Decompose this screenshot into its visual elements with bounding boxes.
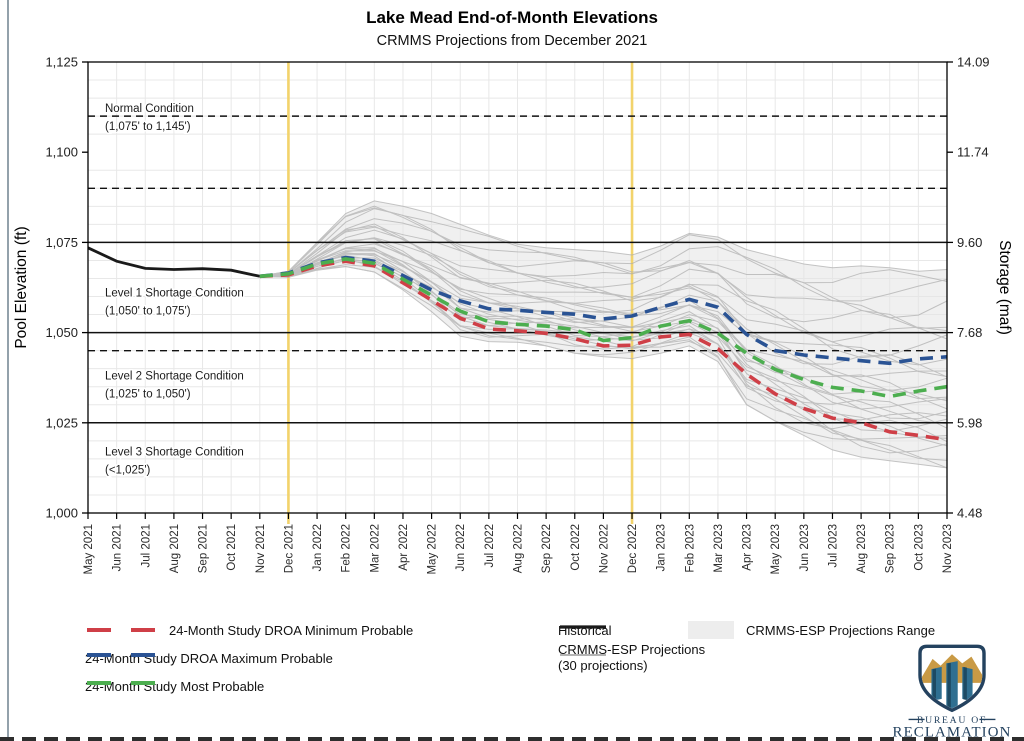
legend-item-droa-min: 24-Month Study DROA Minimum Probable xyxy=(85,620,413,640)
legend-item-esp-range: CRMMS-ESP Projections Range xyxy=(688,620,935,640)
svg-text:Sep 2022: Sep 2022 xyxy=(541,524,553,573)
svg-text:Jun 2022: Jun 2022 xyxy=(455,524,467,571)
svg-text:Jun 2021: Jun 2021 xyxy=(112,524,124,571)
y-axis-title-right: Storage (maf) xyxy=(996,240,1013,335)
range-box-swatch xyxy=(688,621,734,639)
svg-text:Level 1 Shortage Condition: Level 1 Shortage Condition xyxy=(105,288,244,300)
svg-text:Nov 2022: Nov 2022 xyxy=(598,524,610,573)
most-probable-line xyxy=(259,257,948,399)
svg-text:Oct 2023: Oct 2023 xyxy=(913,524,925,571)
svg-text:9.60: 9.60 xyxy=(957,235,982,250)
svg-text:1,075: 1,075 xyxy=(45,235,78,250)
svg-text:Apr 2022: Apr 2022 xyxy=(398,524,410,571)
legend-label: 24-Month Study DROA Minimum Probable xyxy=(169,622,414,638)
svg-text:Mar 2022: Mar 2022 xyxy=(369,524,381,573)
page-bottom-edge xyxy=(0,737,1024,741)
svg-text:11.74: 11.74 xyxy=(957,145,989,160)
svg-text:(1,025' to 1,050'): (1,025' to 1,050') xyxy=(105,389,191,401)
svg-text:Sep 2021: Sep 2021 xyxy=(198,524,210,573)
legend-item-historical: Historical xyxy=(558,620,611,640)
svg-text:May 2022: May 2022 xyxy=(427,524,439,575)
legend-label: CRMMS-ESP Projections (30 projections) xyxy=(558,641,706,673)
svg-text:Dec 2022: Dec 2022 xyxy=(627,524,639,573)
chart-subtitle: CRMMS Projections from December 2021 xyxy=(376,33,648,49)
svg-text:7.68: 7.68 xyxy=(957,325,982,340)
svg-text:4.48: 4.48 xyxy=(957,506,982,521)
svg-text:1,025: 1,025 xyxy=(45,415,78,430)
svg-text:Feb 2023: Feb 2023 xyxy=(684,524,696,573)
svg-text:(1,050' to 1,075'): (1,050' to 1,075') xyxy=(105,306,191,318)
svg-text:Normal Condition: Normal Condition xyxy=(105,103,194,115)
chart-title: Lake Mead End-of-Month Elevations xyxy=(366,8,658,27)
legend-item-most-probable: 24-Month Study Most Probable xyxy=(85,676,264,696)
page-left-edge xyxy=(7,0,9,741)
legend-item-esp-projections: CRMMS-ESP Projections (30 projections) xyxy=(558,642,705,673)
svg-text:(<1,025'): (<1,025') xyxy=(105,464,151,476)
dashed-line-swatch-red xyxy=(87,628,155,632)
svg-text:Jan 2022: Jan 2022 xyxy=(312,524,324,571)
legend-label: CRMMS-ESP Projections Range xyxy=(746,622,936,638)
svg-text:May 2023: May 2023 xyxy=(770,524,782,575)
svg-text:Aug 2022: Aug 2022 xyxy=(513,524,525,573)
thin-line-swatch-gray xyxy=(560,654,606,656)
svg-text:Oct 2022: Oct 2022 xyxy=(570,524,582,571)
svg-text:Jul 2023: Jul 2023 xyxy=(827,524,839,567)
svg-text:Sep 2023: Sep 2023 xyxy=(885,524,897,573)
y-axis-title-left: Pool Elevation (ft) xyxy=(13,226,30,348)
svg-text:Aug 2023: Aug 2023 xyxy=(856,524,868,573)
svg-text:(1,075' to 1,145'): (1,075' to 1,145') xyxy=(105,121,191,133)
svg-text:Apr 2023: Apr 2023 xyxy=(742,524,754,571)
svg-text:Jan 2023: Jan 2023 xyxy=(656,524,668,571)
svg-text:1,125: 1,125 xyxy=(45,55,78,70)
svg-text:Aug 2021: Aug 2021 xyxy=(169,524,181,573)
svg-text:Level 3 Shortage Condition: Level 3 Shortage Condition xyxy=(105,446,244,458)
svg-text:5.98: 5.98 xyxy=(957,415,982,430)
svg-text:1,000: 1,000 xyxy=(45,506,78,521)
svg-text:Oct 2021: Oct 2021 xyxy=(226,524,238,571)
legend-item-droa-max: 24-Month Study DROA Maximum Probable xyxy=(85,648,333,668)
svg-text:Jun 2023: Jun 2023 xyxy=(799,524,811,571)
droa-minimum-line xyxy=(259,259,948,442)
logo-text-bureau-of: BUREAU OF xyxy=(917,715,987,726)
dashed-line-swatch-green xyxy=(87,681,155,685)
svg-text:Jul 2021: Jul 2021 xyxy=(140,524,152,567)
svg-text:May 2021: May 2021 xyxy=(83,524,95,575)
december-highlight-lines xyxy=(287,62,634,524)
elevation-chart: Normal Condition (1,075' to 1,145') Level … xyxy=(13,55,1013,575)
svg-text:Feb 2022: Feb 2022 xyxy=(341,524,353,573)
logo-text-reclamation: RECLAMATION xyxy=(893,725,1012,740)
svg-text:Nov 2021: Nov 2021 xyxy=(255,524,267,573)
axes: 1,125 14.09 1,100 11.74 1,075 9.60 1,050 7.68 1,… xyxy=(45,55,989,575)
dashed-line-swatch-blue xyxy=(87,653,155,657)
droa-maximum-line xyxy=(259,255,948,366)
chart-legend: 24-Month Study DROA Minimum Probable 24-… xyxy=(0,608,1024,708)
svg-text:14.09: 14.09 xyxy=(957,55,990,70)
svg-text:Nov 2023: Nov 2023 xyxy=(942,524,954,573)
historical-line xyxy=(87,246,261,278)
legend-label: 24-Month Study Most Probable xyxy=(85,678,265,694)
svg-text:1,100: 1,100 xyxy=(45,145,78,160)
svg-text:Level 2 Shortage Condition: Level 2 Shortage Condition xyxy=(105,371,244,383)
svg-text:1,050: 1,050 xyxy=(45,325,78,340)
condition-zone-labels: Normal Condition (1,075' to 1,145') Level … xyxy=(104,101,246,478)
svg-text:Dec 2021: Dec 2021 xyxy=(283,524,295,573)
svg-text:Jul 2022: Jul 2022 xyxy=(484,524,496,567)
solid-line-swatch-black xyxy=(560,625,606,629)
logo-dams xyxy=(931,661,973,709)
svg-text:Mar 2023: Mar 2023 xyxy=(713,524,725,573)
bureau-of-reclamation-logo: BUREAU OF RECLAMATION xyxy=(893,644,1012,740)
